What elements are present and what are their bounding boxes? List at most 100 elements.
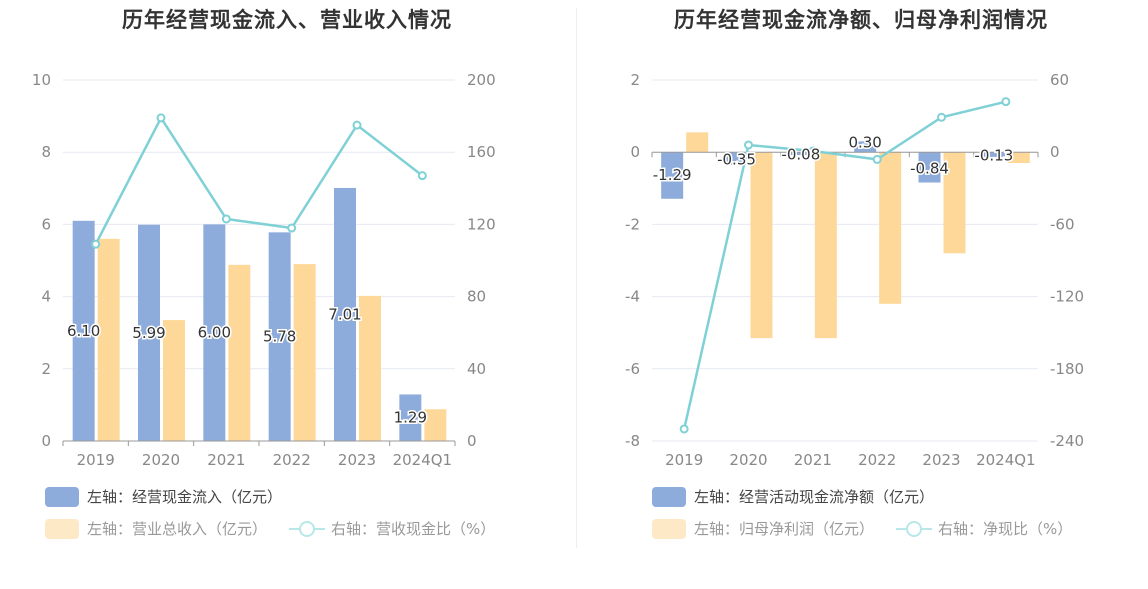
legend-label: 左轴：经营现金流入（亿元） — [87, 488, 283, 506]
chart-panel-right: 历年经营现金流净额、归母净利润情况 -8 -6 -4 -2 0 2 -240 -180 -120… — [574, 0, 1148, 589]
line-point-2023 — [352, 120, 362, 130]
panel-divider — [576, 8, 577, 548]
y-left-tick-label: -8 — [625, 432, 640, 450]
y-left-tick-label: -6 — [625, 360, 640, 378]
y-left-tick-label: 8 — [41, 143, 51, 161]
legend-item-cash-inflow[interactable]: 左轴：经营现金流入（亿元） — [45, 486, 282, 507]
y-right-tick-label: 0 — [467, 432, 477, 450]
y-left-tick-label: 2 — [630, 71, 640, 89]
bar-2024Q1-orange — [1007, 152, 1030, 164]
bar-2022-orange — [879, 152, 902, 304]
legend-row-left-2: 左轴：营业总收入（亿元） 右轴：营收现金比（%） — [45, 518, 495, 539]
y-right-tick-label: -180 — [1050, 360, 1084, 378]
bar-2022-blue — [268, 232, 291, 441]
line-point-2024Q1 — [1001, 97, 1011, 107]
legend-line-icon — [896, 519, 933, 539]
data-label: 5.99 — [132, 324, 165, 342]
x-tick-label: 2023 — [338, 451, 376, 469]
line-point-2019 — [91, 239, 101, 249]
x-tick-label: 2019 — [665, 451, 703, 469]
y-right-tick-label: 0 — [1050, 143, 1060, 161]
legend-row-right-2: 左轴：归母净利润（亿元） 右轴：净现比（%） — [652, 518, 1072, 539]
y-right-tick-label: 40 — [467, 360, 486, 378]
bar-2023-blue — [334, 187, 356, 441]
legend-swatch-blue — [652, 486, 686, 507]
bar-2020-orange — [163, 320, 185, 441]
line-point-2021 — [221, 214, 231, 224]
bar-2020-blue — [138, 224, 160, 441]
data-label: -0.08 — [781, 146, 820, 164]
y-right-tick-label: 60 — [1050, 71, 1069, 89]
data-label: 6.00 — [198, 324, 231, 342]
y-right-tick-label: 80 — [467, 288, 486, 306]
y-right-tick-label: -240 — [1050, 432, 1084, 450]
bar-2021-blue — [203, 224, 226, 441]
bar-2022-orange — [293, 264, 316, 441]
x-tick-label: 2024Q1 — [976, 451, 1036, 469]
y-left-tick-label: -2 — [625, 215, 640, 233]
data-label: 1.29 — [394, 409, 427, 427]
line-point-2020 — [744, 140, 753, 150]
chart-title-left: 历年经营现金流入、营业收入情况 — [122, 8, 452, 32]
legend-label-revenue[interactable]: 左轴：营业总收入（亿元） — [87, 520, 268, 538]
x-tick-label: 2022 — [273, 451, 311, 469]
chart-title-right: 历年经营现金流净额、归母净利润情况 — [674, 8, 1048, 32]
line-series — [682, 100, 1007, 430]
bar-2024Q1-blue — [982, 152, 1005, 157]
line-point-2022 — [287, 223, 297, 233]
bar-2021-orange — [814, 152, 837, 339]
legend-swatch-orange — [45, 518, 79, 539]
line-point-2023 — [937, 112, 946, 122]
bar-2024Q1-blue — [399, 394, 422, 441]
line-point-2020 — [156, 113, 166, 123]
line-point-2024Q1 — [417, 171, 427, 181]
data-label: 0.30 — [848, 133, 881, 151]
bar-2019-blue — [72, 220, 95, 441]
legend-line-icon — [289, 519, 326, 539]
data-label: 6.10 — [67, 322, 100, 340]
y-left-tick-label: 0 — [630, 143, 640, 161]
x-tick-label: 2021 — [794, 451, 832, 469]
y-left-tick-label: 6 — [41, 215, 51, 233]
data-label: -1.29 — [653, 166, 692, 184]
x-tick-label: 2020 — [142, 451, 180, 469]
data-label: -0.13 — [974, 147, 1013, 165]
y-right-tick-label: 200 — [467, 71, 496, 89]
legend-label: 左轴：经营活动现金流净额（亿元） — [694, 488, 935, 506]
y-left-tick-label: -4 — [625, 288, 640, 306]
x-tick-label: 2020 — [729, 451, 767, 469]
bar-2021-blue — [789, 152, 812, 156]
chart-left: 0 2 4 6 8 10 0 40 80 120 160 200 2019 2020 2021 2022 202… — [32, 71, 496, 469]
legend-label-net-profit[interactable]: 左轴：归母净利润（亿元） — [694, 520, 875, 538]
y-right-tick-label: 160 — [467, 143, 496, 161]
x-tick-label: 2019 — [77, 451, 115, 469]
bar-2019-orange — [686, 132, 709, 153]
y-left-tick-label: 2 — [41, 360, 51, 378]
legend-swatch-blue — [45, 486, 79, 507]
bar-2023-blue — [918, 152, 941, 183]
legend-swatch-orange — [652, 518, 686, 539]
data-label: 5.78 — [263, 328, 296, 346]
data-label: -0.35 — [717, 151, 756, 169]
x-tick-label: 2023 — [922, 451, 960, 469]
legend-label-ratio[interactable]: 右轴：营收现金比（%） — [331, 520, 496, 538]
bar-2024Q1-orange — [424, 409, 447, 441]
bar-2023-orange — [359, 295, 381, 441]
data-label: 7.01 — [328, 305, 361, 323]
line-point-2021 — [808, 146, 818, 156]
legend-label-net-ratio[interactable]: 右轴：净现比（%） — [938, 520, 1073, 538]
chart-panel-left: 历年经营现金流入、营业收入情况 0 2 4 6 8 10 0 40 80 120 160 200 201… — [32, 8, 496, 539]
y-right-tick-label: -60 — [1050, 215, 1075, 233]
legend-item-net-cash[interactable]: 左轴：经营活动现金流净额（亿元） — [652, 486, 934, 507]
bar-2022-blue — [854, 141, 877, 153]
bar-2023-orange — [943, 152, 966, 254]
x-tick-label: 2024Q1 — [393, 451, 453, 469]
y-left-tick-label: 10 — [32, 71, 51, 89]
line-point-2019 — [679, 424, 689, 434]
x-tick-label: 2022 — [858, 451, 896, 469]
bar-2021-orange — [228, 264, 251, 441]
line-series — [94, 115, 424, 245]
chart-right: -8 -6 -4 -2 0 2 -240 -180 -120 -60 0 60 2019 2020 2021… — [625, 71, 1084, 469]
y-right-tick-label: -120 — [1050, 288, 1084, 306]
y-right-tick-label: 120 — [467, 215, 496, 233]
